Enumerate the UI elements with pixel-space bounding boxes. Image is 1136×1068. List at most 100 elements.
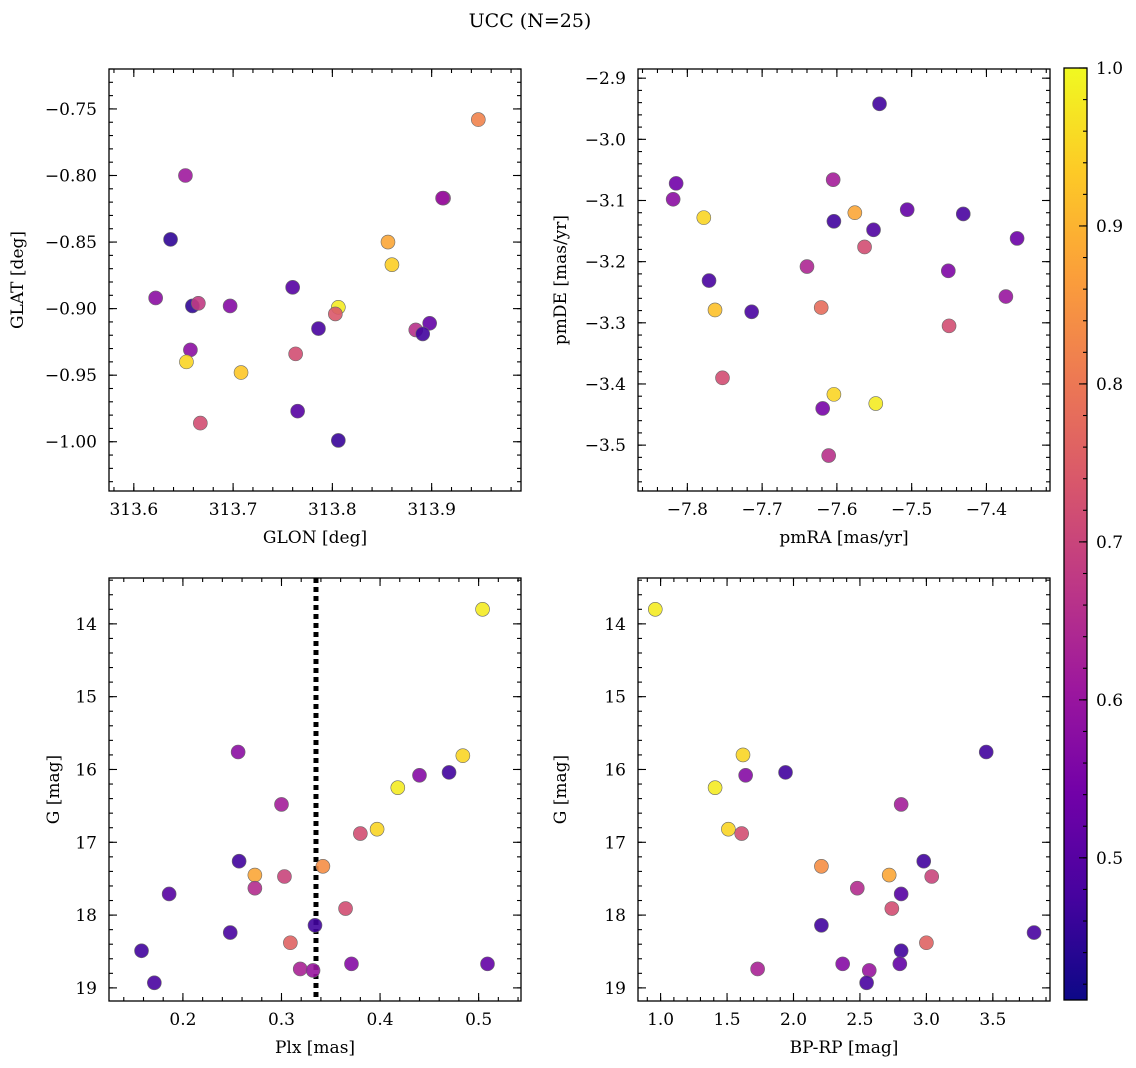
data-point (735, 747, 751, 763)
data-point (821, 448, 836, 463)
data-point (353, 826, 368, 841)
data-point (441, 765, 457, 780)
data-point (893, 886, 909, 902)
data-point (247, 880, 263, 896)
data-point (893, 797, 909, 812)
data-point (344, 956, 359, 972)
data-point (290, 403, 305, 419)
data-point (163, 232, 178, 247)
data-point (665, 191, 681, 207)
y-tick-label: −1.00 (45, 433, 97, 453)
data-point (884, 901, 900, 916)
data-point (778, 765, 793, 780)
data-point (707, 302, 723, 318)
data-point (455, 748, 471, 763)
y-tick-label: −3.2 (585, 253, 626, 273)
data-point (412, 768, 427, 783)
data-point (978, 744, 994, 760)
x-tick-label: 0.4 (367, 1010, 394, 1030)
x-tick-label: 313.9 (407, 500, 456, 520)
data-point (825, 172, 841, 187)
data-point (893, 943, 909, 959)
y-tick-label: 16 (604, 760, 626, 780)
data-point (919, 935, 934, 951)
data-point (283, 935, 298, 951)
colorbar-tick-label: 0.5 (1096, 849, 1123, 869)
colorbar-gradient (1063, 67, 1088, 1001)
data-point (734, 826, 749, 841)
x-axis-label: pmRA [mas/yr] (779, 528, 908, 548)
x-tick-label: 313.7 (209, 500, 258, 520)
data-point (179, 354, 194, 370)
data-point (696, 210, 712, 225)
data-point (390, 780, 406, 795)
data-point (285, 280, 300, 295)
x-tick-label: −7.5 (891, 500, 932, 520)
colorbar-tick-label: 0.6 (1096, 691, 1123, 711)
y-tick-label: 17 (75, 833, 97, 853)
y-axis-label: G [mag] (44, 755, 64, 824)
data-point (315, 859, 331, 874)
axes-frame (637, 68, 1051, 492)
x-axis-label: BP-RP [mag] (790, 1038, 899, 1058)
x-tick-label: 0.5 (465, 1010, 492, 1030)
data-point (380, 234, 396, 250)
data-point (435, 190, 450, 206)
data-point (799, 259, 815, 274)
axes-frame (108, 577, 522, 1002)
x-tick-label: −7.4 (966, 500, 1007, 520)
data-point (744, 304, 759, 320)
data-point (647, 602, 663, 617)
axes-frame (637, 577, 1051, 1002)
data-point (288, 346, 303, 362)
data-point (471, 112, 486, 127)
data-point (191, 295, 206, 311)
y-tick-label: −0.90 (45, 300, 97, 320)
data-point (147, 975, 162, 991)
y-tick-label: −0.95 (45, 366, 97, 386)
data-point (738, 768, 753, 783)
data-point (899, 202, 915, 217)
scatter-panel-4: 1.0 1.5 2.0 2.5 3.0 3.5 14 15 16 17 18 19 BP-RP [mag… (551, 577, 1051, 1058)
y-tick-label: 15 (604, 688, 626, 708)
colorbar: 0.5 0.6 0.7 0.8 0.9 1.0 (1063, 59, 1123, 1001)
data-point (134, 943, 149, 959)
data-point (233, 365, 249, 380)
data-point (924, 869, 940, 884)
data-point (859, 975, 874, 991)
data-point (861, 963, 877, 978)
y-tick-label: 19 (75, 979, 97, 999)
scatter-panel-2: −7.8 −7.7 −7.6 −7.5 −7.4 −2.9 −3.0 −3.1 −3.2 −3.3… (551, 68, 1051, 548)
x-tick-label: −7.6 (816, 500, 857, 520)
y-tick-label: −0.80 (45, 166, 97, 186)
y-tick-label: 17 (604, 833, 626, 853)
data-point (305, 963, 321, 978)
y-tick-label: 18 (75, 906, 97, 926)
data-point (338, 901, 353, 916)
data-point (857, 239, 872, 255)
y-tick-label: 14 (75, 615, 97, 635)
data-point (750, 961, 765, 977)
data-point (161, 886, 177, 902)
scatter-panel-1: 313.6 313.7 313.8 313.9 −0.75 −0.80 −0.85 −0.90… (8, 68, 522, 548)
scatter-panel-3: 0.2 0.3 0.4 0.5 14 15 16 17 18 19 Plx [mas] G [mag] (44, 577, 522, 1058)
data-point (1026, 925, 1042, 940)
data-point (193, 415, 208, 431)
colorbar-tick-label: 0.9 (1096, 217, 1123, 237)
colorbar-tick-label: 1.0 (1096, 59, 1123, 79)
data-point (1009, 231, 1025, 246)
data-point (835, 956, 850, 972)
data-point (480, 956, 495, 972)
data-point (815, 401, 830, 416)
x-tick-label: 2.0 (780, 1010, 807, 1030)
data-point (814, 917, 829, 933)
data-point (307, 917, 323, 933)
data-point (916, 853, 932, 869)
data-point (328, 306, 343, 322)
y-tick-label: −3.3 (585, 314, 626, 334)
data-point (941, 263, 956, 279)
y-tick-label: 15 (75, 688, 97, 708)
colorbar-tick-label: 0.7 (1096, 533, 1123, 553)
data-point (847, 205, 863, 221)
